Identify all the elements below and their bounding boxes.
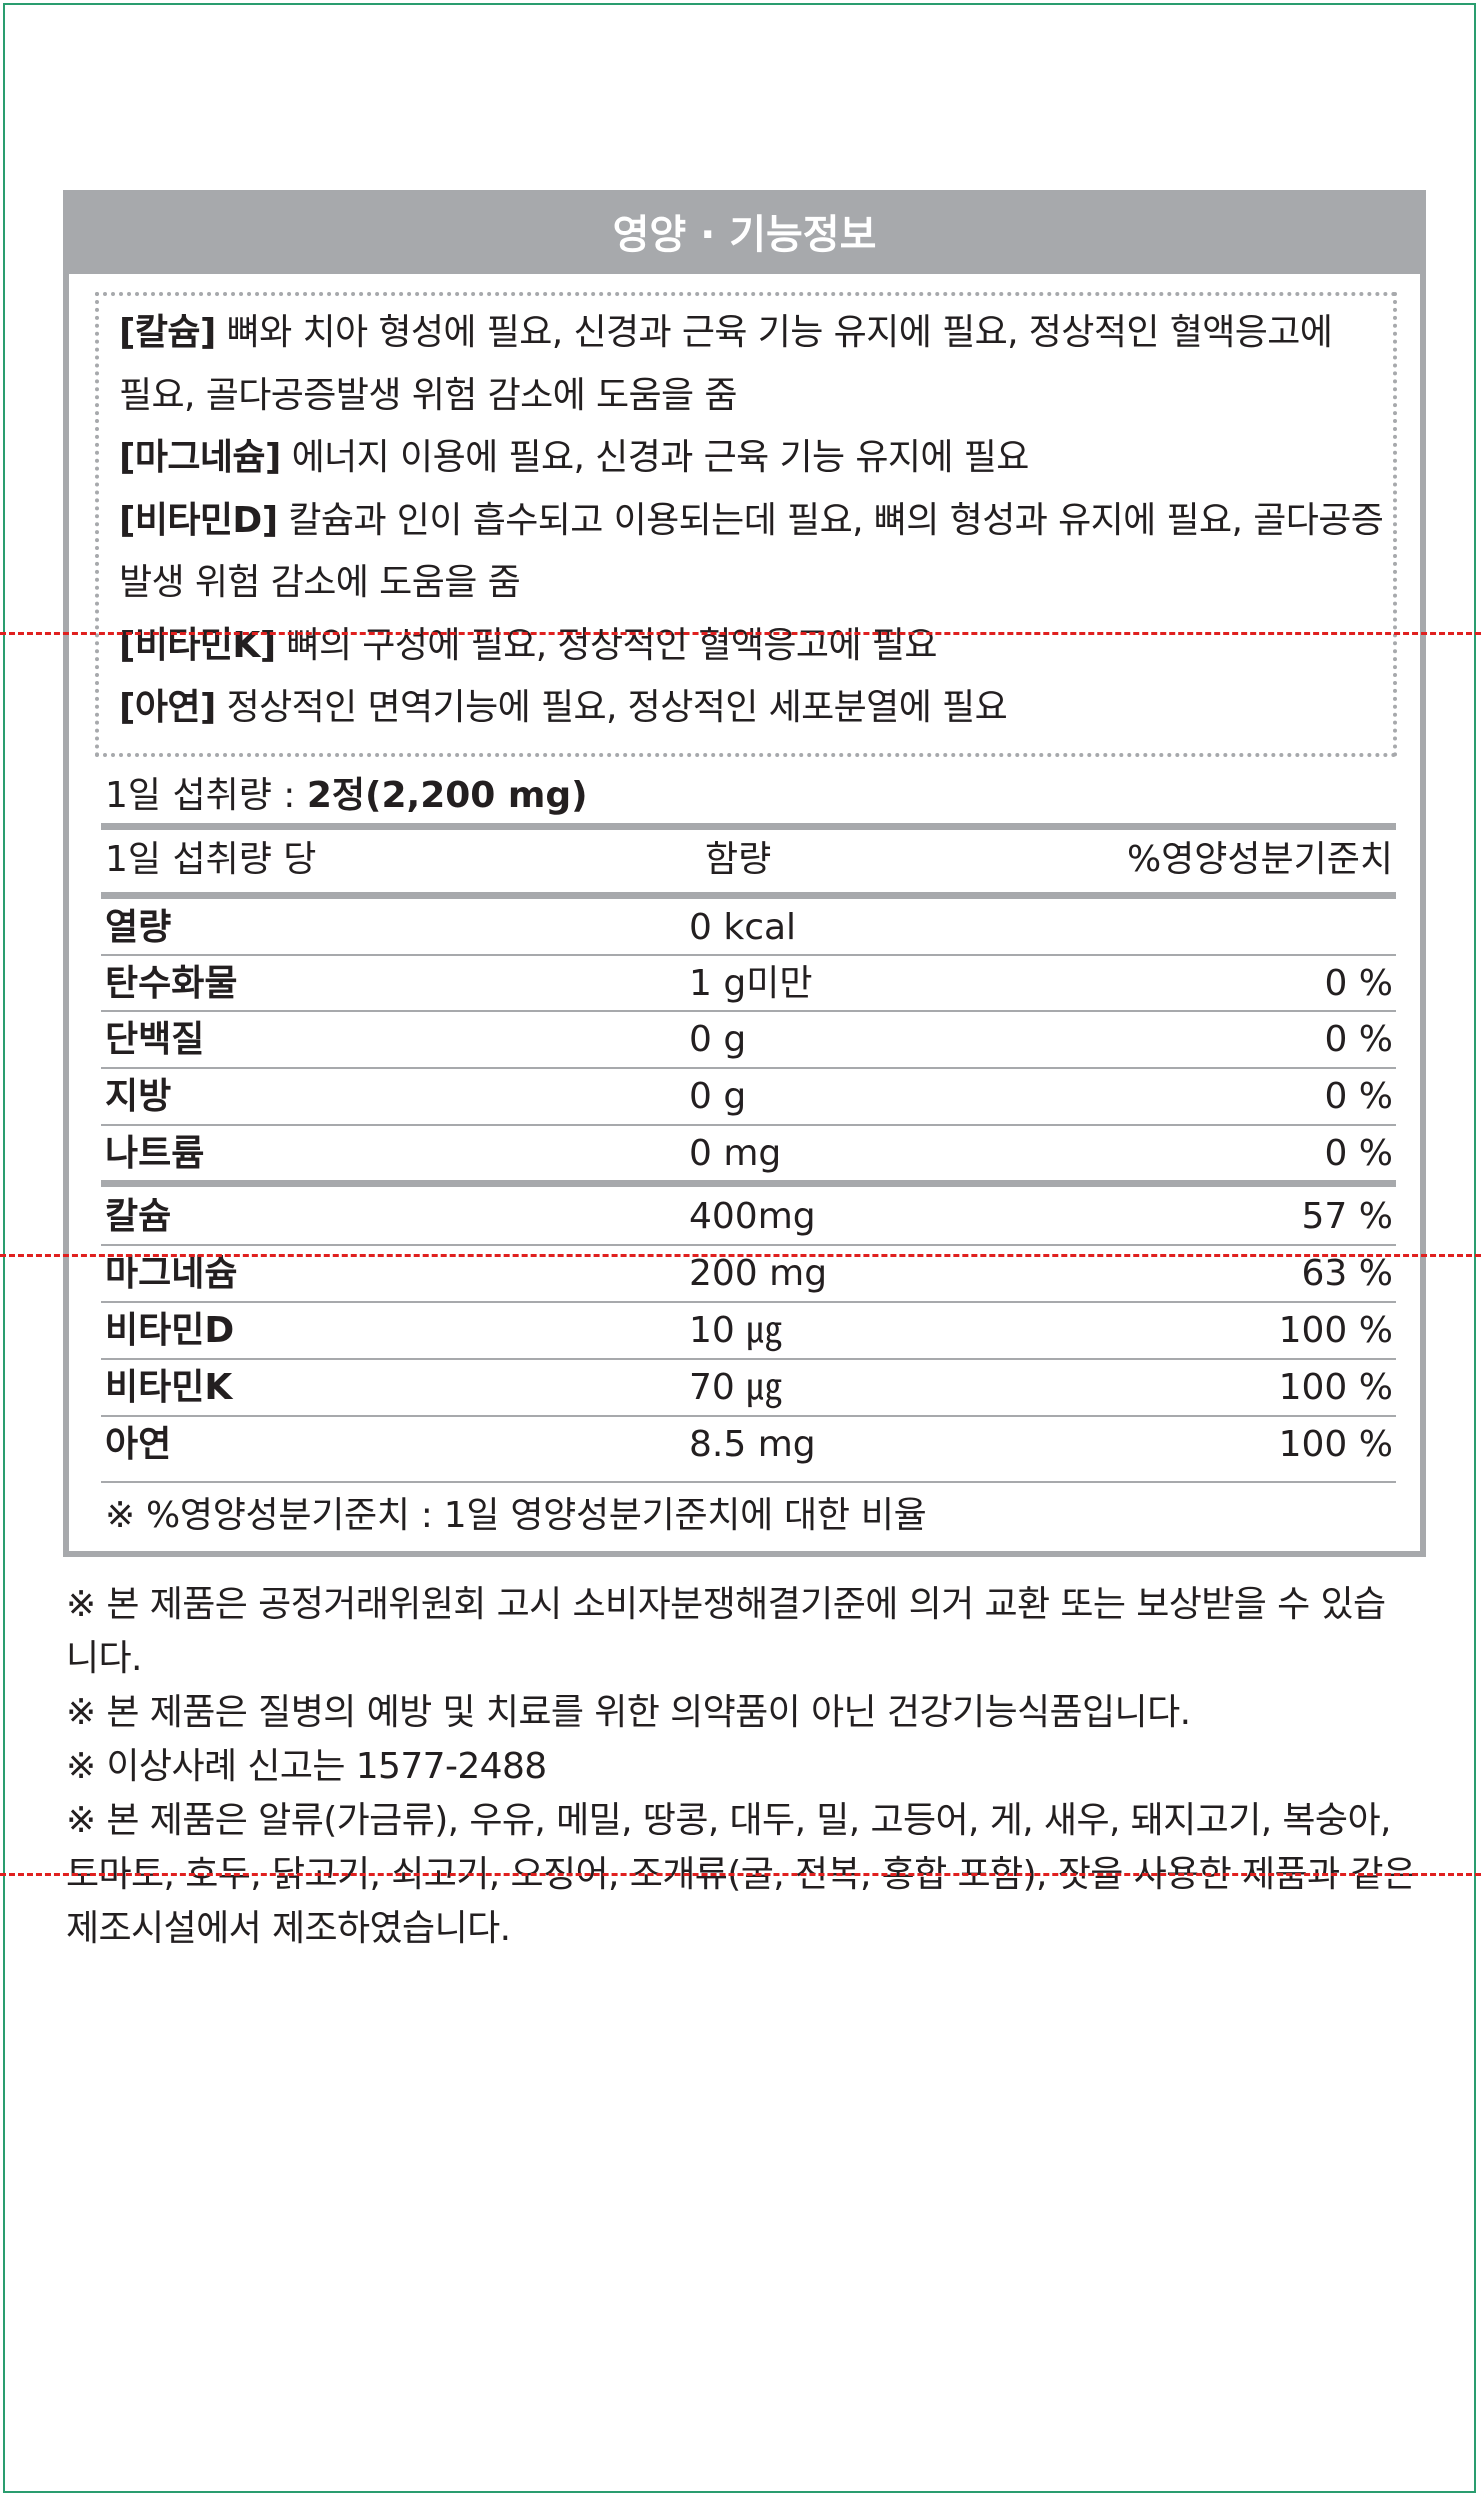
functional-info-line: [비타민K] 뼈의 구성에 필요, 정상적인 혈액응고에 필요 — [119, 624, 937, 666]
table-footnote: ※ %영양성분기준치 : 1일 영양성분기준치에 대한 비율 — [105, 1495, 927, 1536]
notice-line: ※ 이상사례 신고는 1577-2488 — [66, 1746, 547, 1787]
notice-line: ※ 본 제품은 질병의 예방 및 치료를 위한 의약품이 아닌 건강기능식품입니… — [66, 1692, 1191, 1733]
functional-info-line: [아연] 정상적인 면역기능에 필요, 정상적인 세포분열에 필요 — [119, 687, 1008, 728]
nutrition-panel: 영양 · 기능정보 [칼슘] 뼈와 치아 형성에 필요, 신경과 근육 기능 유… — [63, 190, 1426, 1557]
guide-line — [0, 1873, 1481, 1876]
panel-title: 영양 · 기능정보 — [69, 196, 1420, 274]
functional-info-line: [칼슘] 뼈와 치아 형성에 필요, 신경과 근육 기능 유지에 필요, 정상적… — [119, 312, 1333, 353]
row-divider — [101, 1067, 1396, 1069]
notice-line: ※ 본 제품은 알류(가금류), 우유, 메밀, 땅콩, 대두, 밀, 고등어,… — [66, 1800, 1391, 1841]
functional-info-box: [칼슘] 뼈와 치아 형성에 필요, 신경과 근육 기능 유지에 필요, 정상적… — [95, 292, 1397, 757]
table-row: 나트륨 0 mg 0 % — [105, 1133, 1393, 1174]
table-row: 비타민D 10 ㎍ 100 % — [105, 1310, 1393, 1351]
row-divider — [101, 1124, 1396, 1126]
guide-line — [0, 1254, 1481, 1257]
header-rule — [101, 892, 1396, 899]
functional-info-line: [마그네슘] 에너지 이용에 필요, 신경과 근육 기능 유지에 필요 — [119, 437, 1029, 478]
daily-serving: 1일 섭취량 : 2정(2,200 mg) — [105, 775, 588, 816]
section-rule — [101, 1180, 1396, 1187]
table-header: 1일 섭취량 당 함량 %영양성분기준치 — [105, 829, 1393, 891]
guide-line — [0, 632, 1481, 635]
row-divider — [101, 1244, 1396, 1246]
row-divider — [101, 1301, 1396, 1303]
notice-line: ※ 본 제품은 공정거래위원회 고시 소비자분쟁해결기준에 의거 교환 또는 보… — [66, 1584, 1386, 1625]
footnote-rule — [101, 1481, 1396, 1483]
row-divider — [101, 1010, 1396, 1012]
row-divider — [101, 954, 1396, 956]
page-frame — [3, 3, 1476, 2493]
functional-info-line: 발생 위험 감소에 도움을 줌 — [119, 562, 521, 603]
row-divider — [101, 1358, 1396, 1360]
header-percent: %영양성분기준치 — [1126, 839, 1393, 880]
header-amount: 함량 — [705, 839, 772, 880]
header-per-serving: 1일 섭취량 당 — [105, 839, 317, 880]
functional-info-line: [비타민D] 칼슘과 인이 흡수되고 이용되는데 필요, 뼈의 형성과 유지에 … — [119, 499, 1384, 541]
table-row: 열량 0 kcal — [105, 907, 797, 948]
table-row: 마그네슘 200 mg 63 % — [105, 1253, 1393, 1294]
table-row: 아연 8.5 mg 100 % — [105, 1424, 1393, 1465]
notice-line: 제조시설에서 제조하였습니다. — [66, 1908, 511, 1949]
functional-info-line: 필요, 골다공증발생 위험 감소에 도움을 줌 — [119, 374, 738, 416]
notice-line: 니다. — [66, 1638, 142, 1679]
table-top-rule — [101, 823, 1396, 830]
table-row: 비타민K 70 ㎍ 100 % — [105, 1367, 1393, 1408]
table-row: 탄수화물 1 g미만 0 % — [105, 963, 1393, 1004]
notice-section: ※ 본 제품은 공정거래위원회 고시 소비자분쟁해결기준에 의거 교환 또는 보… — [66, 1578, 1426, 1956]
table-row: 칼슘 400mg 57 % — [105, 1196, 1393, 1237]
row-divider — [101, 1415, 1396, 1417]
